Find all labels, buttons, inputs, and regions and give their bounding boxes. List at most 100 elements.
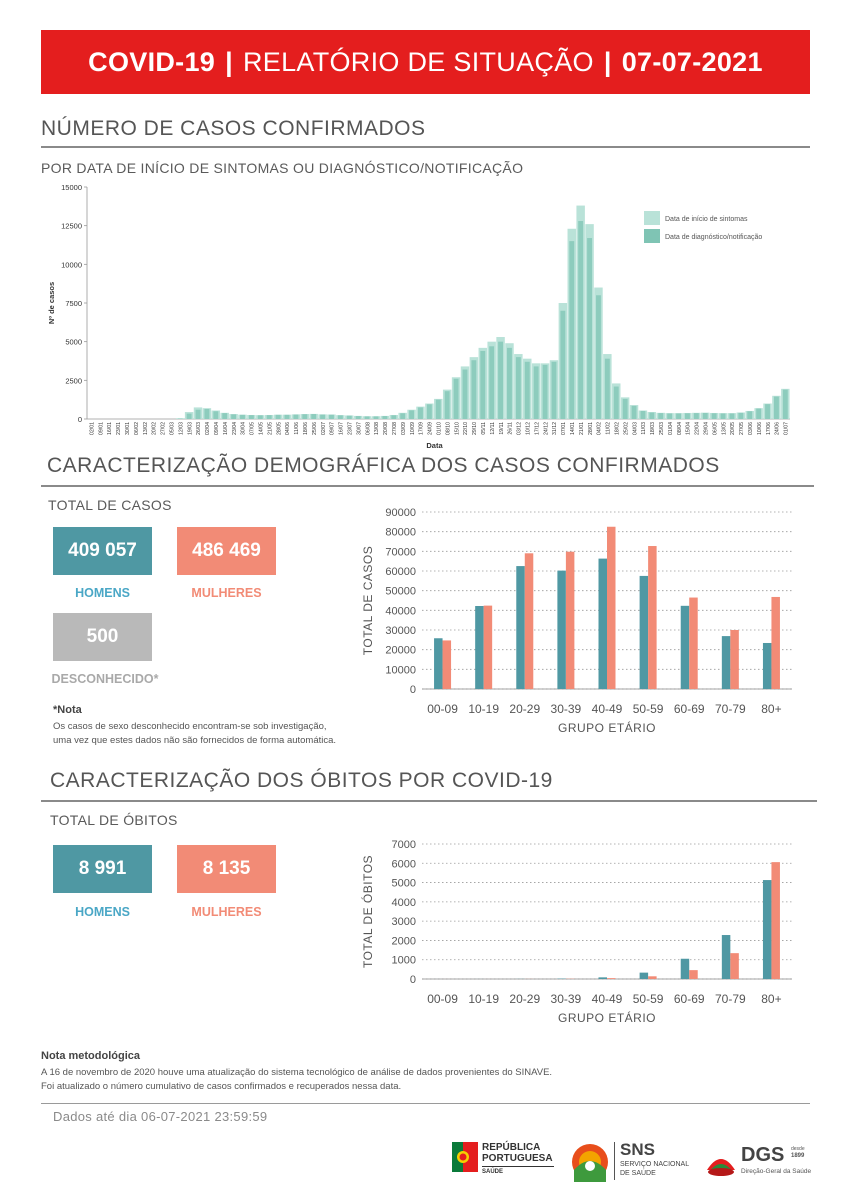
epi-x-tick-label: 30/04 [241,422,247,435]
epi-bar-notification [640,410,646,419]
epi-x-tick-label: 18/03 [650,422,656,435]
epi-bar-notification [551,361,557,419]
cases-x-tick-label: 20-29 [509,702,540,716]
cases-bar-men [475,606,484,689]
cases-bar-men [598,558,607,689]
deaths-x-tick-label: 20-29 [509,992,540,1006]
epi-bar-notification [578,221,584,419]
deaths-section-title: CARACTERIZAÇÃO DOS ÓBITOS POR COVID-19 [50,769,553,792]
banner-date: 07-07-2021 [621,46,763,77]
epi-bar-notification [320,414,326,419]
epi-bar-notification [293,414,299,419]
epi-bar-notification [240,414,245,419]
epi-x-tick-label: 16/04 [223,422,229,435]
deaths-by-age-chart: 0 1000 2000 3000 4000 5000 6000 7000 00-09 10-19 2… [360,839,792,1025]
deaths-x-axis-title: GRUPO ETÁRIO [558,1010,656,1025]
method-note-line: Foi atualizado o número cumulativo de ca… [41,1081,402,1092]
epi-x-tick-label: 20/08 [383,422,389,435]
total-cases-label: TOTAL DE CASOS [48,497,172,513]
epi-x-tick-label: 24/09 [428,422,434,435]
women-deaths-value: 8 135 [202,858,251,879]
epi-x-tick-label: 08/04 [677,422,683,435]
epi-bar-notification [337,415,343,419]
deaths-bar-men [639,972,649,979]
women-deaths-box: 8 135 [177,845,276,893]
epi-bar-notification [569,241,575,419]
unknown-note-text: Os casos de sexo desconhecido encontram-… [53,720,336,748]
cases-bar-women [483,605,493,689]
women-cases-label: MULHERES [191,586,262,600]
sns-title: SNS [620,1140,655,1159]
section-divider [41,485,814,487]
deaths-x-tick-label: 50-59 [633,992,664,1006]
method-note-title: Nota metodológica [41,1050,141,1062]
epi-legend-swatch-symptoms [644,211,660,225]
cases-y-tick-label: 0 [410,684,416,696]
sns-logo: SNS SERVIÇO NACIONAL DE SAÚDE [570,1140,690,1184]
footer-divider [41,1103,810,1104]
epi-x-tick-label: 07/01 [561,422,567,435]
epi-bar-notification [498,341,504,419]
logo1-line1: REPÚBLICA [482,1142,541,1153]
epi-x-tick-label: 12/03 [178,422,184,435]
cases-bar-women [730,630,739,689]
banner-separator: | [225,46,233,77]
epi-bar-notification [587,238,593,419]
deaths-x-tick-label: 80+ [761,992,781,1006]
epi-y-tick-label: 10000 [61,260,82,269]
epi-bar-notification [248,415,254,419]
cases-bar-men [639,575,649,689]
epi-bar-notification [346,415,352,419]
deaths-bar-women [648,976,657,979]
cases-y-tick-label: 40000 [385,605,416,617]
cases-bar-women [607,526,616,689]
cases-y-tick-label: 50000 [385,586,416,598]
report-banner: COVID-19 | RELATÓRIO DE SITUAÇÃO | 07-07… [41,30,810,94]
epi-x-tick-label: 09/01 [98,422,104,435]
epi-x-tick-label: 17/12 [534,422,540,435]
epi-bar-notification [622,398,628,419]
epi-x-tick-label: 30/01 [125,422,131,435]
epi-x-tick-label: 19/03 [187,422,193,435]
epi-bar-notification [480,350,486,419]
epi-bar-notification [409,410,415,419]
epi-x-tick-label: 22/10 [463,422,469,435]
epi-bar-notification [711,413,717,419]
cases-bar-men [516,566,525,689]
epi-bar-notification [667,413,673,419]
cases-x-tick-label: 50-59 [633,702,664,716]
epi-bar-notification [471,360,477,419]
cases-y-tick-label: 60000 [385,566,416,578]
epi-x-tick-label: 09/04 [214,422,220,435]
epi-y-tick-label: 2500 [65,376,82,385]
epi-bar-notification [382,416,388,419]
epi-bar-notification [676,413,681,419]
epi-x-tick-label: 29/10 [472,422,478,435]
sns-emblem-icon [572,1144,608,1182]
epi-bar-notification [613,386,619,419]
epi-x-tick-label: 06/02 [134,422,140,435]
epi-x-tick-label: 11/02 [606,422,612,435]
deaths-y-tick-label: 2000 [392,935,416,947]
epi-x-tick-label: 23/07 [348,422,354,435]
unknown-cases-box: 500 [53,613,152,661]
epi-x-tick-label: 13/02 [143,422,149,435]
epi-x-tick-label: 10/09 [410,422,416,435]
epi-x-tick-label: 16/07 [339,422,345,435]
epi-x-tick-label: 30/07 [356,422,362,435]
cases-y-tick-label: 30000 [385,625,416,637]
deaths-bar-women [689,970,698,979]
epi-bar-notification [693,413,699,419]
epi-x-tick-label: 15/04 [686,422,692,435]
epi-x-tick-label: 20/05 [730,422,736,435]
deaths-bar-women [730,953,739,979]
epi-y-tick-label: 0 [78,415,82,424]
deaths-bar-men [680,958,690,979]
epi-bar-notification [311,414,317,419]
epi-x-tick-label: 11/03 [641,422,647,435]
deaths-bar-women [607,978,616,979]
banner-report-title: RELATÓRIO DE SITUAÇÃO [242,46,594,77]
cases-bar-men [680,605,690,689]
epi-bar-notification [765,404,770,419]
epi-x-tick-label: 18/06 [303,422,309,435]
